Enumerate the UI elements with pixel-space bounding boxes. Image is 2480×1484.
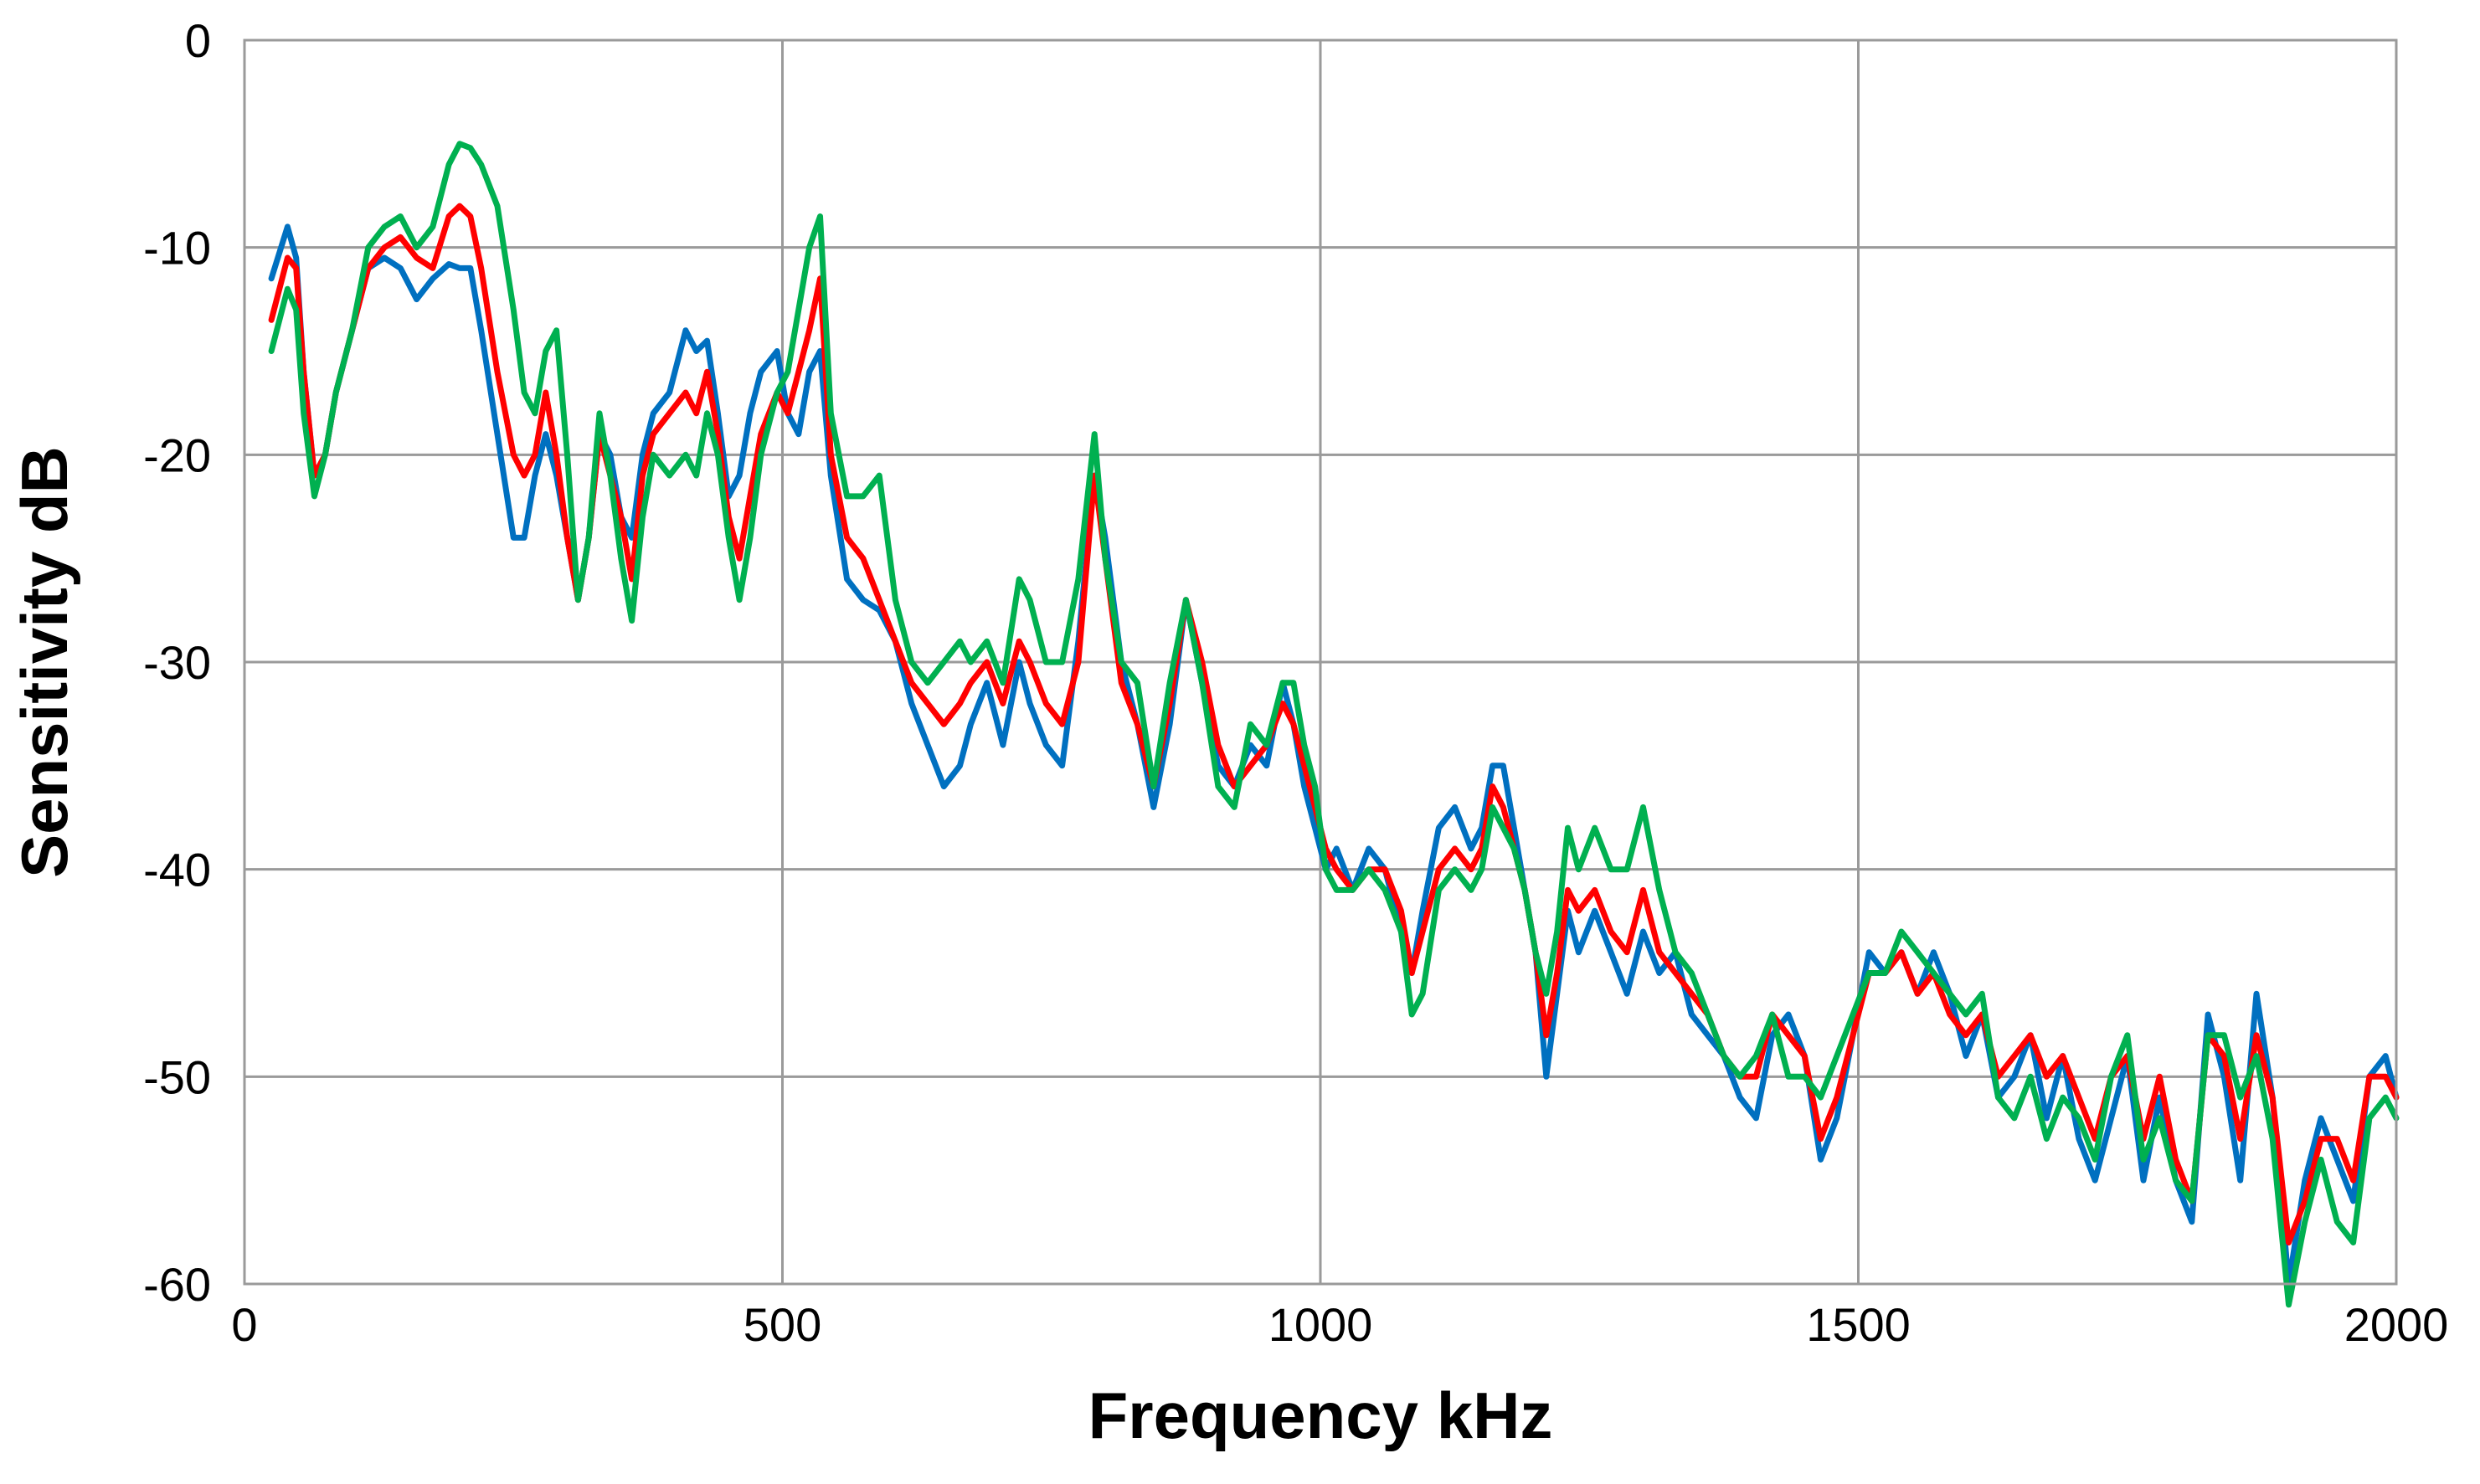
series-line-1 — [268, 223, 2400, 1287]
x-axis-title: Frequency kHz — [1088, 1379, 1553, 1452]
x-tick-label: 1000 — [1268, 1298, 1373, 1351]
series-group — [268, 141, 2400, 1308]
y-axis-ticks: 0 -10 -20 -30 -40 -50 -60 — [143, 14, 211, 1311]
y-tick-label: -40 — [143, 844, 211, 896]
y-tick-label: -50 — [143, 1050, 211, 1103]
x-tick-label: 1500 — [1806, 1298, 1911, 1351]
plot-area-frame — [243, 39, 2398, 1286]
x-tick-label: 500 — [743, 1298, 821, 1351]
x-tick-label: 2000 — [2344, 1298, 2449, 1351]
y-axis-title: Sensitivity dB — [8, 446, 81, 878]
x-axis-ticks: 0 500 1000 1500 2000 — [231, 1298, 2448, 1351]
y-tick-label: -30 — [143, 636, 211, 689]
y-tick-label: 0 — [185, 14, 211, 67]
y-tick-label: -20 — [143, 429, 211, 481]
y-tick-label: -60 — [143, 1258, 211, 1311]
x-tick-label: 0 — [231, 1298, 257, 1351]
series-line-3 — [268, 141, 2400, 1308]
series-line-2 — [268, 203, 2400, 1245]
y-tick-label: -10 — [143, 222, 211, 275]
